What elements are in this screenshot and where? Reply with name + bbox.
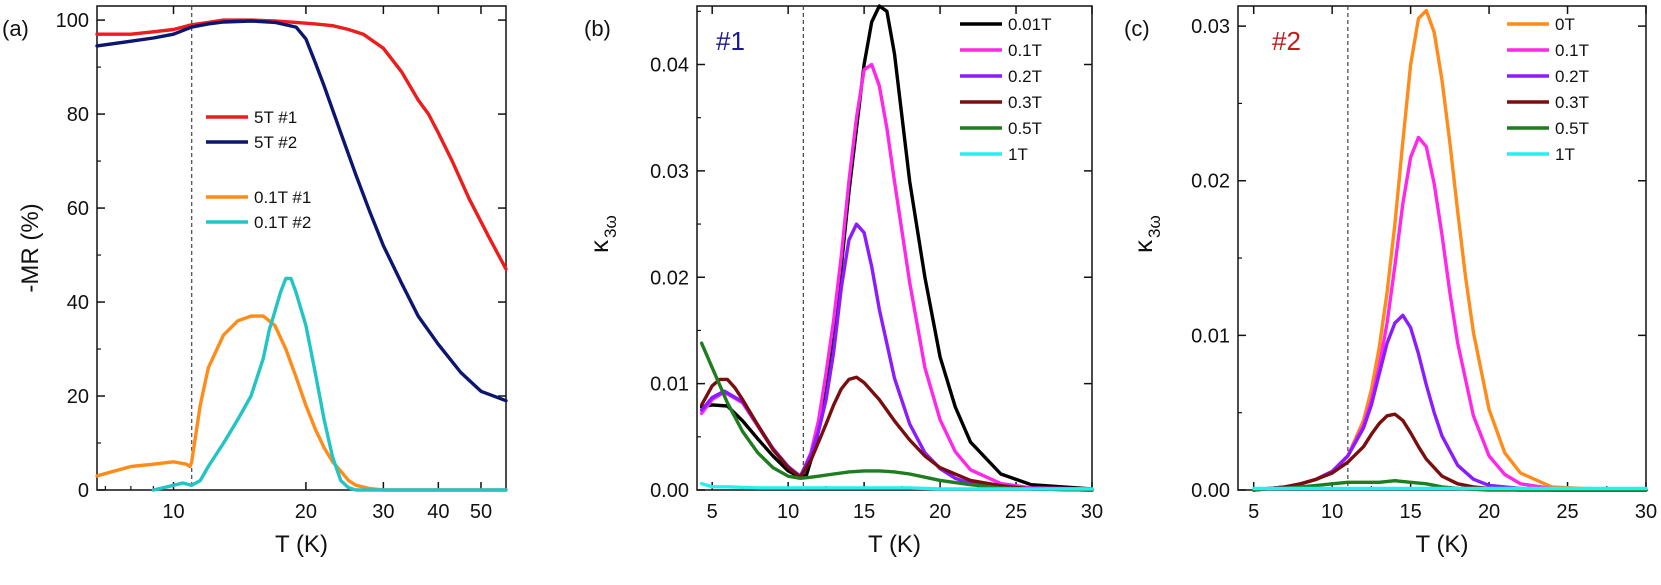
panel-c-series-line [1251, 135, 1648, 492]
panel-c-y-axis-title: κ3ω [1128, 215, 1164, 253]
panel-b-y-axis-subscript: 3ω [601, 215, 620, 238]
panel-c-legend-label: 0.3T [1555, 93, 1589, 112]
panel-b-series-line [699, 375, 1094, 492]
panel-a-y-tick-label: 60 [67, 198, 89, 220]
panel-b-y-tick-label: 0.02 [650, 267, 689, 289]
panel-a-x-axis-title: T (K) [275, 531, 328, 558]
panel-c-y-tick-label: 0.01 [1191, 325, 1230, 347]
panel-b-axes-frame [696, 5, 1093, 491]
panel-a-series-line [95, 314, 508, 492]
panel-c-legend-label: 0.2T [1555, 67, 1589, 86]
panel-a-legend-label: 5T #2 [254, 133, 297, 152]
panel-b-sample-tag: #1 [716, 26, 745, 56]
panel-a-x-tick-label: 10 [162, 501, 184, 523]
panel-b-x-tick-label: 5 [707, 501, 718, 523]
panel-a-y-tick-label: 40 [67, 292, 89, 314]
panel-a-y-tick-label: 80 [67, 104, 89, 126]
panel-c-y-axis-symbol: κ [1128, 239, 1158, 253]
panel-c-legend-label: 1T [1555, 145, 1575, 164]
panel-b-legend-label: 0.2T [1008, 67, 1042, 86]
panel-b-x-tick-label: 20 [929, 501, 951, 523]
panel-a-series-line [151, 276, 508, 492]
panel-b-y-tick-label: 0.00 [650, 480, 689, 502]
panel-a-y-tick-label: 0 [78, 480, 89, 502]
panel-a-x-tick-label: 30 [372, 501, 394, 523]
panel-b-legend-label: 1T [1008, 145, 1028, 164]
panel-a-series-line [95, 19, 508, 403]
panel-b-y-tick-label: 0.01 [650, 374, 689, 396]
panel-b-label: (b) [584, 16, 611, 41]
panel-c-series-line [1251, 412, 1648, 492]
panel-c-x-tick-label: 25 [1556, 501, 1578, 523]
panel-c-sample-tag: #2 [1272, 26, 1301, 56]
panel-b-legend-label: 0.3T [1008, 93, 1042, 112]
panel-a-label: (a) [2, 16, 29, 41]
panel-a-legend-label: 5T #1 [254, 108, 297, 127]
panel-c-x-axis-title: T (K) [1416, 531, 1469, 558]
panel-b-x-axis-title: T (K) [868, 531, 921, 558]
panel-a-y-axis-title: -MR (%) [17, 203, 44, 292]
panel-b-legend-label: 0.5T [1008, 119, 1042, 138]
panel-c-x-tick-label: 30 [1635, 501, 1657, 523]
panel-a-legend-label: 0.1T #2 [254, 213, 311, 232]
panel-b-x-tick-label: 25 [1005, 501, 1027, 523]
panel-c-y-tick-label: 0.00 [1191, 480, 1230, 502]
panel-b-y-axis-symbol: κ [584, 239, 614, 253]
panel-c-x-tick-label: 5 [1248, 501, 1259, 523]
panel-a-legend-label: 0.1T #1 [254, 188, 311, 207]
panel-b-x-tick-label: 10 [777, 501, 799, 523]
panel-c-legend-label: 0T [1555, 15, 1575, 34]
panel-b-y-axis-title: κ3ω [584, 215, 620, 253]
panel-b-x-tick-label: 15 [853, 501, 875, 523]
panel-b-legend-label: 0.01T [1008, 15, 1051, 34]
panel-b-series-line [699, 481, 1094, 491]
panel-c-legend-label: 0.5T [1555, 119, 1589, 138]
panel-a-series-line [95, 18, 508, 271]
panel-c-x-tick-label: 15 [1399, 501, 1421, 523]
panel-c-legend-label: 0.1T [1555, 41, 1589, 60]
panel-a-y-tick-label: 100 [56, 10, 89, 32]
panel-b-y-tick-label: 0.04 [650, 55, 689, 77]
panel-c-x-tick-label: 10 [1321, 501, 1343, 523]
panel-a-y-tick-label: 20 [67, 386, 89, 408]
panel-c-label: (c) [1124, 16, 1150, 41]
panel-a-x-tick-label: 40 [427, 501, 449, 523]
panel-c-series-line [1251, 313, 1648, 492]
panel-b-series-line [699, 222, 1094, 492]
panel-a-x-tick-label: 50 [470, 501, 492, 523]
panel-b-y-tick-label: 0.03 [650, 161, 689, 183]
panel-c-x-tick-label: 20 [1478, 501, 1500, 523]
panel-c-y-tick-label: 0.03 [1191, 16, 1230, 38]
panel-b-x-tick-label: 30 [1081, 501, 1103, 523]
panel-c-y-tick-label: 0.02 [1191, 171, 1230, 193]
panel-b-series-line [699, 341, 1094, 492]
panel-b-legend-label: 0.1T [1008, 41, 1042, 60]
panel-c-y-axis-subscript: 3ω [1145, 215, 1164, 238]
panel-a-x-tick-label: 20 [295, 501, 317, 523]
panel-a-axes-frame [96, 5, 507, 491]
